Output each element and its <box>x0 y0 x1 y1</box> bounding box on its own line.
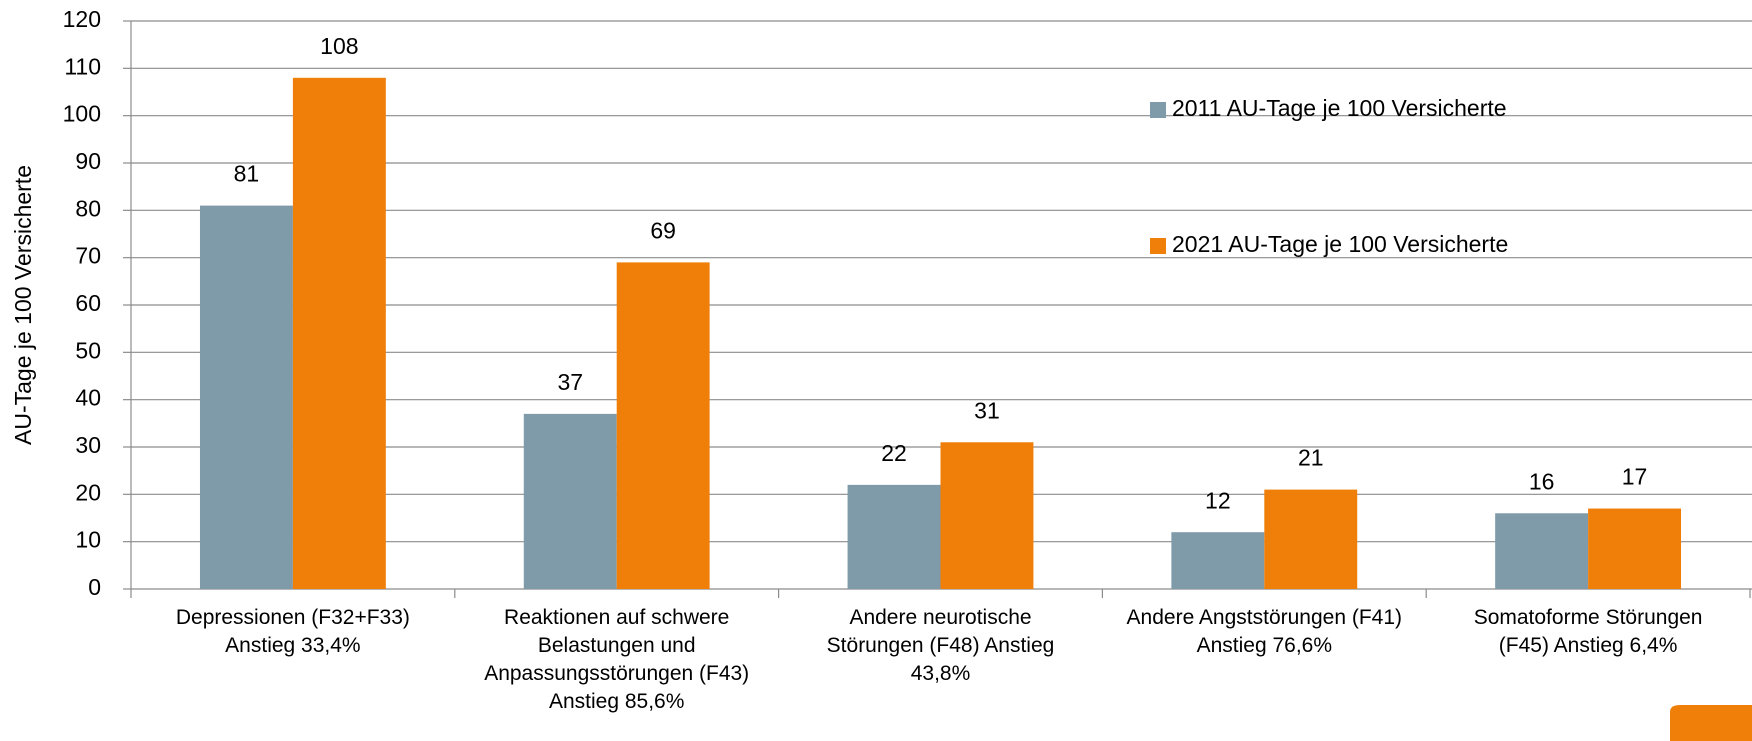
x-tick-label: Somatoforme Störungen (F45) Anstieg 6,4% <box>1473 606 1703 657</box>
bar <box>940 442 1034 589</box>
bar <box>1171 532 1265 589</box>
data-label: 69 <box>650 217 676 243</box>
bar <box>847 484 941 589</box>
y-tick-label: 30 <box>75 432 101 458</box>
legend-label: 2021 AU-Tage je 100 Versicherte <box>1172 231 1508 257</box>
data-label: 108 <box>320 33 358 59</box>
x-tick-label: Reaktionen auf schwere Belastungen und A… <box>484 606 750 713</box>
y-tick-label: 60 <box>75 290 101 316</box>
x-tick-label: Andere Angststörungen (F41) Anstieg 76,6… <box>1126 606 1403 657</box>
legend-swatch <box>1150 102 1166 118</box>
bar <box>1264 489 1358 589</box>
y-tick-label: 70 <box>75 243 101 269</box>
data-label: 12 <box>1205 487 1231 513</box>
bar <box>292 77 386 590</box>
bar <box>1588 508 1682 589</box>
bar <box>616 262 710 589</box>
data-label: 31 <box>974 397 1000 423</box>
y-tick-label: 20 <box>75 479 101 505</box>
data-label: 22 <box>881 440 907 466</box>
data-label: 16 <box>1529 468 1555 494</box>
legend-label: 2011 AU-Tage je 100 Versicherte <box>1172 95 1507 121</box>
legend-swatch <box>1150 238 1166 254</box>
y-tick-label: 110 <box>64 53 101 79</box>
x-tick-label: Depressionen (F32+F33) Anstieg 33,4% <box>175 606 410 657</box>
bar <box>199 205 293 589</box>
y-tick-label: 100 <box>63 101 101 127</box>
decoration <box>1670 705 1752 741</box>
data-label: 37 <box>557 369 583 395</box>
y-tick-label: 0 <box>88 574 101 600</box>
x-tick-label: Andere neurotische Störungen (F48) Ansti… <box>826 606 1055 685</box>
y-tick-label: 90 <box>75 148 101 174</box>
y-tick-label: 40 <box>75 385 101 411</box>
data-label: 21 <box>1298 445 1324 471</box>
y-axis-label: AU-Tage je 100 Versicherte <box>10 165 36 445</box>
bar <box>1495 513 1589 589</box>
y-tick-label: 80 <box>75 195 101 221</box>
data-label: 81 <box>234 161 260 187</box>
y-tick-label: 50 <box>75 337 101 363</box>
y-tick-label: 10 <box>75 527 101 553</box>
bar <box>523 413 617 589</box>
data-label: 17 <box>1622 464 1648 490</box>
y-tick-label: 120 <box>63 6 101 32</box>
